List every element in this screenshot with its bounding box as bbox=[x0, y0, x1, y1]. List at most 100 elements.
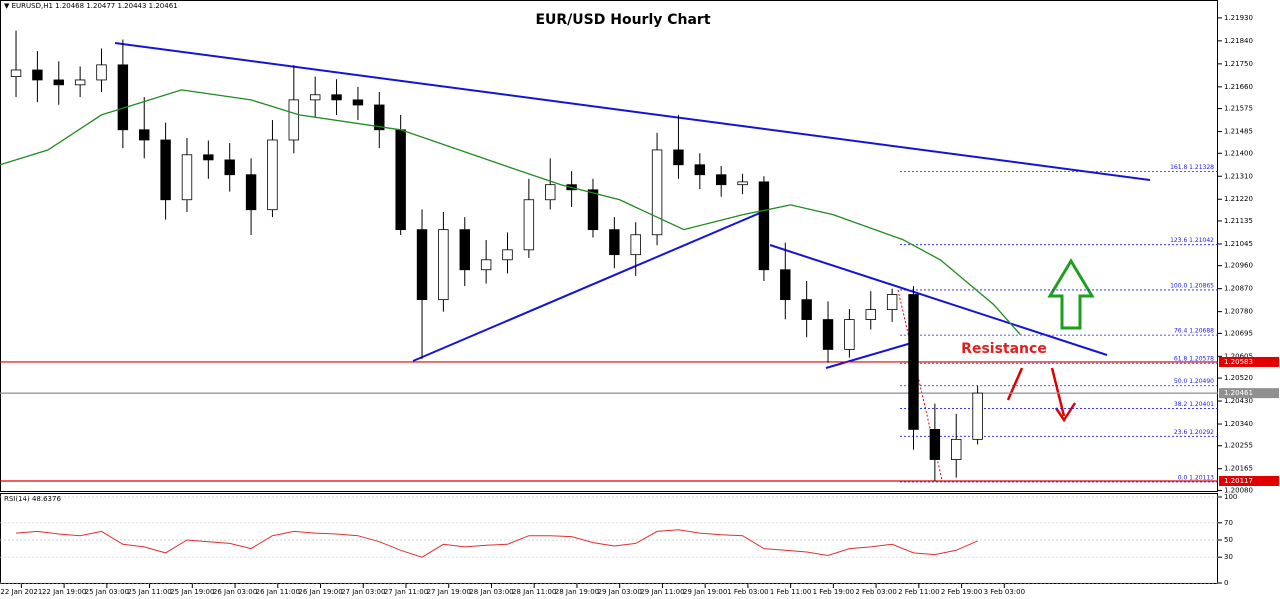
y-tick-label: 100 bbox=[1224, 493, 1237, 501]
y-tick-label: 1.20960 bbox=[1224, 262, 1253, 270]
x-tick-label: 1 Feb 11:00 bbox=[770, 588, 811, 596]
fib-base-line bbox=[897, 289, 943, 481]
trend-line bbox=[825, 341, 916, 369]
candle-body bbox=[331, 94, 342, 101]
candle-body bbox=[416, 229, 428, 301]
y-tick-label: 1.20080 bbox=[1224, 486, 1253, 494]
y-tick-label: 1.21400 bbox=[1224, 149, 1253, 157]
candle-body bbox=[673, 149, 684, 166]
candle-body bbox=[951, 438, 962, 460]
fib-label: 100.0 1.20865 bbox=[1170, 282, 1214, 289]
candle-body bbox=[715, 174, 727, 186]
candle-body bbox=[288, 99, 300, 141]
x-tick-label: 28 Jan 03:00 bbox=[469, 588, 513, 596]
fib-label: 123.6 1.21042 bbox=[1170, 237, 1214, 244]
candle-body bbox=[523, 199, 535, 251]
y-tick-label: 1.21660 bbox=[1224, 83, 1253, 91]
moving-average bbox=[0, 89, 1021, 336]
rsi-line bbox=[15, 529, 978, 558]
candle-body bbox=[844, 319, 855, 350]
candle-body bbox=[694, 164, 706, 176]
x-tick-label: 26 Jan 11:00 bbox=[256, 588, 300, 596]
y-tick-label: 1.20870 bbox=[1224, 285, 1253, 293]
fib-label: 161.8 1.21328 bbox=[1170, 164, 1214, 171]
candle-body bbox=[352, 99, 364, 106]
fib-label: 23.6 1.20292 bbox=[1174, 429, 1214, 436]
y-tick-label: 1.20165 bbox=[1224, 465, 1253, 473]
x-tick-label: 25 Jan 11:00 bbox=[127, 588, 171, 596]
candle-body bbox=[929, 428, 941, 460]
fib-label: 76.4 1.20688 bbox=[1174, 328, 1214, 335]
x-tick-label: 1 Feb 19:00 bbox=[813, 588, 854, 596]
annotation: Resistance bbox=[961, 341, 1047, 357]
rsi-panel-frame bbox=[0, 493, 1218, 584]
candle-body bbox=[181, 154, 193, 201]
y-tick-label: 1.20780 bbox=[1224, 308, 1253, 316]
fib-label: 61.8 1.20578 bbox=[1174, 356, 1214, 363]
candle-body bbox=[395, 129, 406, 231]
x-tick-label: 25 Jan 19:00 bbox=[170, 588, 214, 596]
x-tick-label: 2 Feb 11:00 bbox=[898, 588, 939, 596]
x-tick-label: 27 Jan 19:00 bbox=[427, 588, 471, 596]
candle-body bbox=[10, 69, 22, 78]
candle-body bbox=[545, 184, 556, 201]
y-tick-label: 0 bbox=[1224, 579, 1228, 587]
y-tick-label: 1.20695 bbox=[1224, 329, 1253, 337]
fib-label: 0.0 1.20113 bbox=[1178, 475, 1214, 482]
price-label-box bbox=[1219, 356, 1279, 367]
x-tick-label: 1 Feb 03:00 bbox=[727, 588, 768, 596]
y-tick-label: 1.21135 bbox=[1224, 217, 1253, 225]
candle-body bbox=[587, 189, 599, 231]
candle-body bbox=[139, 129, 150, 141]
candle-body bbox=[480, 259, 492, 271]
price-label: 1.20117 bbox=[1224, 477, 1253, 485]
trend-line bbox=[769, 244, 1108, 356]
x-tick-label: 3 Feb 03:00 bbox=[984, 588, 1025, 596]
x-tick-label: 25 Jan 03:00 bbox=[85, 588, 129, 596]
price-label: 1.20583 bbox=[1224, 358, 1253, 366]
x-tick-label: 2 Feb 19:00 bbox=[941, 588, 982, 596]
candle-body bbox=[972, 392, 983, 440]
candle-body bbox=[374, 104, 385, 131]
y-tick-label: 1.20520 bbox=[1224, 374, 1253, 382]
candle-body bbox=[780, 269, 791, 301]
main-panel-frame bbox=[0, 0, 1218, 492]
candle-body bbox=[32, 69, 43, 81]
y-tick-label: 1.20430 bbox=[1224, 397, 1253, 405]
candle-body bbox=[758, 181, 770, 271]
candle-body bbox=[865, 309, 876, 320]
candle-body bbox=[801, 299, 812, 320]
x-tick-label: 26 Jan 19:00 bbox=[298, 588, 342, 596]
price-label: 1.20461 bbox=[1224, 389, 1253, 397]
rsi-title: RSI(14) 48.6376 bbox=[4, 495, 61, 503]
y-tick-label: 1.20255 bbox=[1224, 442, 1253, 450]
candle-body bbox=[74, 79, 86, 86]
candle-body bbox=[459, 229, 470, 271]
y-tick-label: 1.21310 bbox=[1224, 172, 1253, 180]
y-tick-label: 1.21750 bbox=[1224, 60, 1253, 68]
y-tick-label: 1.21485 bbox=[1224, 128, 1253, 136]
candle-body bbox=[267, 139, 278, 211]
candle-body bbox=[886, 294, 898, 310]
y-tick-label: 1.21045 bbox=[1224, 240, 1253, 248]
y-tick-label: 1.20605 bbox=[1224, 352, 1253, 360]
red-arrow bbox=[1050, 367, 1077, 423]
candle-body bbox=[502, 249, 513, 261]
candle-body bbox=[630, 234, 641, 256]
candle-body bbox=[53, 79, 64, 86]
x-tick-label: 27 Jan 11:00 bbox=[384, 588, 428, 596]
price-label-box bbox=[1219, 475, 1279, 486]
candle-body bbox=[96, 64, 107, 81]
candle-body bbox=[908, 294, 919, 430]
up-arrow bbox=[1047, 258, 1095, 330]
x-tick-label: 29 Jan 11:00 bbox=[640, 588, 684, 596]
candle-body bbox=[737, 181, 748, 186]
candle-body bbox=[651, 149, 663, 236]
fib-label: 38.2 1.20401 bbox=[1174, 401, 1214, 408]
candle-body bbox=[309, 94, 321, 101]
x-tick-label: 22 Jan 19:00 bbox=[42, 588, 86, 596]
candle-body bbox=[117, 64, 129, 131]
x-tick-label: 29 Jan 03:00 bbox=[598, 588, 642, 596]
